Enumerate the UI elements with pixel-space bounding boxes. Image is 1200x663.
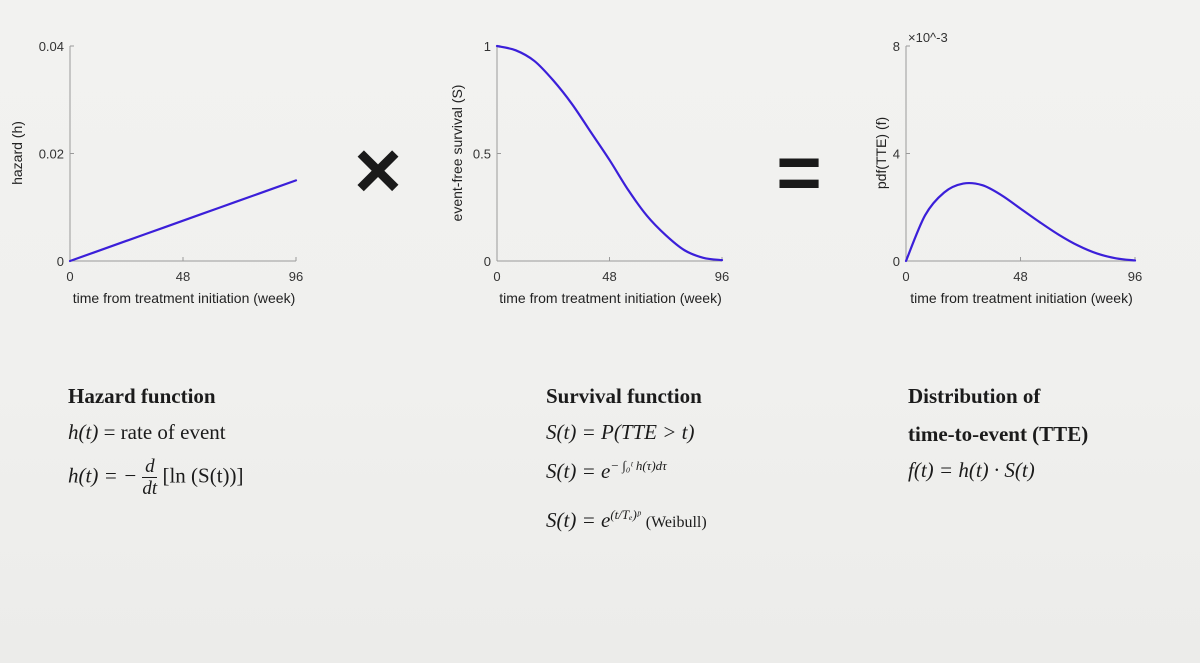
hazard-x-tick-label: 96 <box>289 269 303 284</box>
survival-x-axis-label: time from treatment initiation (week) <box>499 290 722 306</box>
derivative-fraction: d dt <box>142 456 158 499</box>
fraction-numerator: d <box>142 456 158 478</box>
pdf-x-axis-label: time from treatment initiation (week) <box>910 290 1133 306</box>
pdf-y-tick-label: 0 <box>893 254 900 269</box>
survival-x-tick-label: 48 <box>602 269 616 284</box>
fraction-denominator: dt <box>142 478 158 499</box>
hazard-x-tick-label: 0 <box>66 269 73 284</box>
hazard-definition: h(t) = rate of event <box>68 420 226 445</box>
hazard-rhs: = rate of event <box>98 420 226 444</box>
survival-x-tick-label: 0 <box>493 269 500 284</box>
weibull-base: S(t) = e <box>546 508 611 532</box>
hazard-y-tick-label: 0 <box>57 254 64 269</box>
hazard-y-tick-label: 0.04 <box>39 39 64 54</box>
weibull-note: (Weibull) <box>645 514 707 531</box>
survival-y-tick-label: 1 <box>484 39 491 54</box>
multiply-symbol: × <box>354 125 402 216</box>
pdf-y-tick-label: 4 <box>893 147 900 162</box>
weibull-exponent: (t/Tₑ)ᵖ <box>610 507 641 522</box>
pdf-curve-0 <box>904 181 1137 263</box>
hazard-derivative-lhs: h(t) = − <box>68 463 138 488</box>
hazard-y-tick-label: 0.02 <box>39 147 64 162</box>
survival-y-tick-label: 0.5 <box>473 147 491 162</box>
survival-integral-exponent: − ∫₀ᵗ h(τ)dτ <box>610 458 667 473</box>
survival-x-tick-label: 96 <box>715 269 729 284</box>
hazard-derivative-rhs: [ln (S(t))] <box>162 463 244 488</box>
hazard-x-axis-label: time from treatment initiation (week) <box>73 290 296 306</box>
equals-symbol: = <box>776 128 822 216</box>
hazard-x-tick-label: 48 <box>176 269 190 284</box>
survival-integral-formula: S(t) = e− ∫₀ᵗ h(τ)dτ <box>546 458 667 484</box>
pdf-x-tick-label: 0 <box>902 269 909 284</box>
pdf-x-tick-label: 48 <box>1013 269 1027 284</box>
distribution-heading-1: Distribution of <box>908 384 1041 408</box>
distribution-heading-2: time-to-event (TTE) <box>908 422 1089 446</box>
distribution-formula: f(t) = h(t) · S(t) <box>908 458 1035 482</box>
hazard-heading: Hazard function <box>68 384 216 408</box>
survival-definition: S(t) = P(TTE > t) <box>546 420 695 444</box>
hazard-derivative-formula: h(t) = − d dt [ln (S(t))] <box>68 456 244 499</box>
pdf-x-tick-label: 96 <box>1128 269 1142 284</box>
survival-weibull-formula: S(t) = e(t/Tₑ)ᵖ (Weibull) <box>546 507 707 533</box>
survival-heading: Survival function <box>546 384 702 408</box>
survival-integral-base: S(t) = e <box>546 459 611 483</box>
pdf-y-tick-label: 8 <box>893 39 900 54</box>
hazard-curve-0 <box>68 179 298 263</box>
survival-y-axis-label: event-free survival (S) <box>449 85 465 222</box>
survival-y-tick-label: 0 <box>484 254 491 269</box>
pdf-y-multiplier: ×10^-3 <box>908 30 948 45</box>
pdf-y-axis-label: pdf(TTE) (f) <box>873 117 889 189</box>
hazard-lhs: h(t) <box>68 420 99 444</box>
survival-curve-0 <box>495 44 724 262</box>
hazard-y-axis-label: hazard (h) <box>9 121 25 185</box>
